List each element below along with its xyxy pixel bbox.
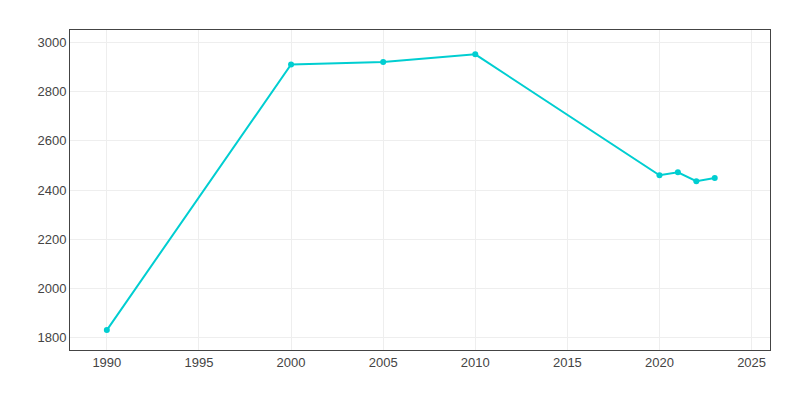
svg-text:2600: 2600	[37, 133, 66, 148]
svg-text:1990: 1990	[92, 355, 121, 370]
svg-text:2015: 2015	[553, 355, 582, 370]
svg-text:2800: 2800	[37, 84, 66, 99]
svg-text:3000: 3000	[37, 35, 66, 50]
svg-text:2025: 2025	[737, 355, 766, 370]
svg-text:2010: 2010	[461, 355, 490, 370]
svg-text:2200: 2200	[37, 232, 66, 247]
svg-text:1995: 1995	[184, 355, 213, 370]
svg-text:1800: 1800	[37, 330, 66, 345]
svg-text:2005: 2005	[369, 355, 398, 370]
svg-text:2000: 2000	[37, 281, 66, 296]
svg-text:2000: 2000	[277, 355, 306, 370]
svg-text:2400: 2400	[37, 183, 66, 198]
svg-text:2020: 2020	[645, 355, 674, 370]
